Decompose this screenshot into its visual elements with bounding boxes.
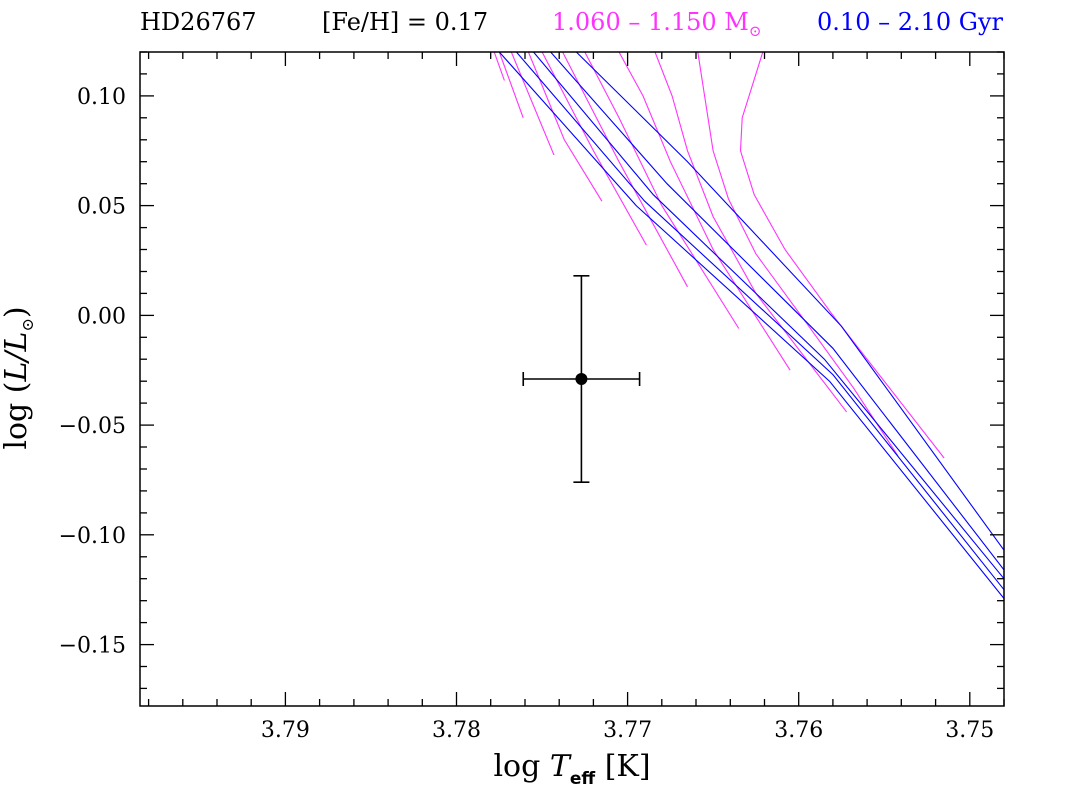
header-mass-range-sub: ⊙ <box>749 22 762 40</box>
mass-track-11 <box>739 52 945 459</box>
y-axis-label-sub: ⊙ <box>18 318 37 331</box>
isochrone-4 <box>550 52 1004 571</box>
mass-track-6 <box>562 52 688 288</box>
mass-tracks-group <box>493 52 945 459</box>
isochrone-2 <box>515 52 1004 591</box>
y-axis-label-italic: L/L <box>0 332 34 383</box>
mass-track-10 <box>697 52 899 457</box>
isochrone-1 <box>498 52 1004 599</box>
y-axis-label: log (L/L⊙) <box>0 306 37 449</box>
mass-track-3 <box>510 52 555 156</box>
mass-track-9 <box>654 52 848 413</box>
x-tick-label: 3.79 <box>261 718 310 743</box>
x-axis-label-post: [K] <box>595 749 650 784</box>
x-tick-label: 3.77 <box>603 718 652 743</box>
x-axis-label: log Teff [K] <box>493 749 650 789</box>
x-tick-label: 3.75 <box>945 718 994 743</box>
y-tick-label: 0.00 <box>77 304 126 329</box>
mass-track-5 <box>541 52 647 246</box>
mass-track-7 <box>584 52 740 329</box>
y-tick-label: 0.10 <box>77 85 126 110</box>
header-mass-range-text: 1.060 – 1.150 M <box>552 8 749 36</box>
isochrone-3 <box>533 52 1004 580</box>
mass-track-2 <box>498 52 524 118</box>
y-tick-label: −0.05 <box>59 414 126 439</box>
plot-frame <box>139 51 1005 707</box>
y-axis-label-pre: log ( <box>0 381 34 449</box>
mass-track-8 <box>618 52 791 371</box>
x-axis-label-sub: eff <box>570 769 596 789</box>
y-axis-label-post: ) <box>0 306 34 318</box>
y-tick-label: −0.10 <box>59 524 126 549</box>
x-axis-label-italic: T <box>550 749 572 784</box>
header-feh-label: [Fe/H] = 0.17 <box>322 8 488 36</box>
header-star-name: HD26767 <box>140 8 257 36</box>
mass-track-4 <box>527 52 603 202</box>
observation-point <box>575 373 588 385</box>
y-tick-label: −0.15 <box>59 634 126 659</box>
mass-track-1 <box>493 52 505 81</box>
y-tick-label: 0.05 <box>77 195 126 220</box>
x-axis-label-pre: log <box>493 749 549 784</box>
tick-labels-group: 3.79 3.78 3.77 3.76 3.75 0.10 0.05 0.00 −0.05 −0.… <box>59 85 995 743</box>
isochrones-group <box>498 52 1004 599</box>
x-tick-label: 3.78 <box>432 718 481 743</box>
observation-group <box>522 275 641 483</box>
x-tick-label: 3.76 <box>774 718 823 743</box>
header-age-range: 0.10 – 2.10 Gyr <box>817 8 1003 36</box>
isochrone-5 <box>575 52 1004 551</box>
header-mass-range: 1.060 – 1.150 M⊙ <box>552 8 761 40</box>
